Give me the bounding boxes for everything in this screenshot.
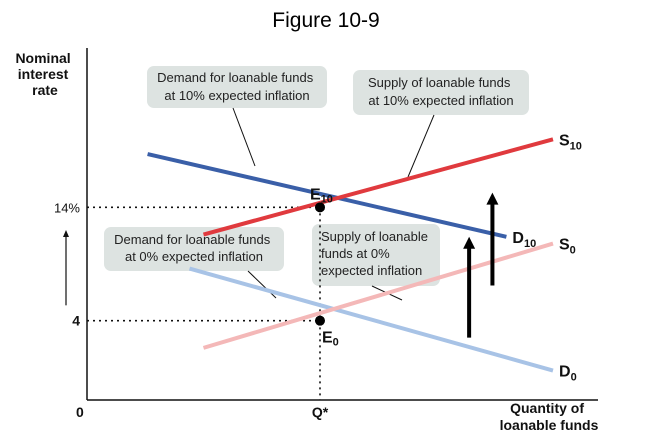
note-supply-10-leader [407, 114, 435, 178]
series-line-d0 [188, 266, 554, 373]
note-demand-0-line-2: at 0% expected inflation [125, 249, 263, 264]
y-axis-label: Nominal interest rate [15, 50, 74, 98]
note-supply-0-line-2: funds at 0% [321, 246, 390, 261]
note-demand-0-line-1: Demand for loanable funds [114, 232, 271, 247]
origin-label: 0 [76, 404, 84, 420]
note-demand-10-line-1: Demand for loanable funds [157, 70, 314, 85]
series-label-d0: D0 [559, 364, 577, 384]
equilibrium-label-e0: E0 [322, 330, 339, 349]
series-line-s0 [202, 241, 554, 350]
note-supply-0-line-1: Supply of loanable [321, 229, 428, 244]
shift-arrow-head-1 [486, 192, 499, 205]
x-axis-label-line-1: Quantity of [510, 400, 584, 416]
note-supply-10-line-2: at 10% expected inflation [368, 93, 513, 108]
y-tick-label-0: 14% [54, 200, 80, 215]
note-demand-10-line-2: at 10% expected inflation [164, 88, 309, 103]
series-line-s10 [202, 137, 554, 237]
equilibrium-label-e10: E10 [310, 186, 333, 205]
note-demand-0: Demand for loanable funds at 0% expected… [104, 227, 284, 299]
equilibrium-point-e10 [315, 202, 325, 213]
series-label-s10: S10 [559, 132, 582, 152]
x-axis-label-line-2: loanable funds [500, 417, 599, 433]
y-axis-label-line-2: interest [18, 66, 69, 82]
svg-text:Supply of loanable funds: Supply of loanable funds at 10% expected… [368, 75, 514, 108]
interest-rate-arrow-head [63, 230, 69, 237]
svg-text:Demand for loanable funds: Demand for loanable funds at 10% expecte… [157, 70, 317, 103]
figure-title: Figure 10-9 [272, 9, 379, 32]
series-label-d10: D10 [512, 230, 536, 250]
series-line-d10 [147, 152, 507, 239]
note-supply-0: Supply of loanable funds at 0% expected … [312, 224, 440, 301]
note-supply-10: Supply of loanable funds at 10% expected… [353, 70, 529, 178]
note-supply-0-line-3: expected inflation [321, 263, 422, 278]
y-axis-label-line-3: rate [32, 82, 58, 98]
x-tick-label-0: Q* [312, 404, 329, 420]
shift-arrow-head-0 [463, 236, 476, 249]
note-demand-10: Demand for loanable funds at 10% expecte… [147, 66, 327, 167]
note-demand-10-leader [232, 107, 256, 167]
x-axis-label: Quantity of loanable funds [500, 400, 599, 433]
y-axis-label-line-1: Nominal [15, 50, 70, 66]
svg-text:Demand for loanable funds: Demand for loanable funds at 0% expected… [114, 232, 274, 264]
note-supply-10-line-1: Supply of loanable funds [368, 75, 511, 90]
equilibrium-point-e0 [315, 315, 325, 326]
y-tick-label-1: 4 [72, 313, 80, 329]
series-label-s0: S0 [559, 237, 576, 257]
svg-text:Supply of loanable funds: Supply of loanable funds at 0% expected … [321, 229, 432, 278]
